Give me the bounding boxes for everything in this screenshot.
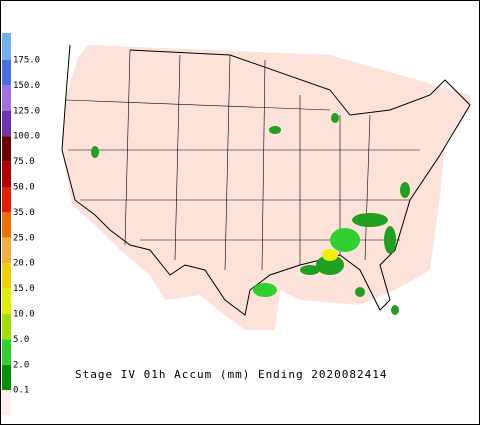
data-domain bbox=[62, 45, 470, 330]
legend-swatch bbox=[2, 33, 11, 60]
legend-swatch bbox=[2, 161, 11, 187]
legend-swatch bbox=[2, 288, 11, 314]
legend-label: 75.0 bbox=[13, 157, 35, 167]
legend-label: 150.0 bbox=[13, 81, 40, 91]
legend-label: 175.0 bbox=[13, 56, 40, 66]
legend-swatch bbox=[2, 237, 11, 264]
legend-swatch bbox=[2, 136, 11, 162]
legend-swatch bbox=[2, 364, 11, 391]
legend-label: 5.0 bbox=[13, 335, 29, 345]
legend-label: 25.0 bbox=[13, 233, 35, 243]
legend-swatch bbox=[2, 187, 11, 213]
precipitation bbox=[91, 113, 410, 315]
legend-label: 0.1 bbox=[13, 386, 29, 396]
legend-label: 10.0 bbox=[13, 310, 35, 320]
legend-label: 35.0 bbox=[13, 208, 35, 218]
legend-swatch bbox=[2, 314, 11, 340]
map bbox=[61, 44, 471, 330]
legend-label: 100.0 bbox=[13, 132, 40, 142]
legend-swatch bbox=[2, 60, 11, 86]
legend-label: 15.0 bbox=[13, 284, 35, 294]
legend-swatch bbox=[2, 263, 11, 289]
legend-label: 125.0 bbox=[13, 106, 40, 116]
legend-swatch bbox=[2, 85, 11, 111]
map-caption: Stage IV 01h Accum (mm) Ending 202008241… bbox=[75, 368, 388, 381]
legend-swatch bbox=[2, 339, 11, 365]
legend-swatch bbox=[2, 110, 11, 137]
legend-swatch bbox=[2, 212, 11, 238]
legend-label: 50.0 bbox=[13, 183, 35, 193]
legend-label: 2.0 bbox=[13, 360, 29, 370]
legend-label: 20.0 bbox=[13, 259, 35, 269]
color-legend: 175.0 150.0 125.0 100.0 75.0 50.0 35.0 25.0 20.0… bbox=[2, 33, 40, 415]
legend-swatch bbox=[2, 390, 11, 415]
